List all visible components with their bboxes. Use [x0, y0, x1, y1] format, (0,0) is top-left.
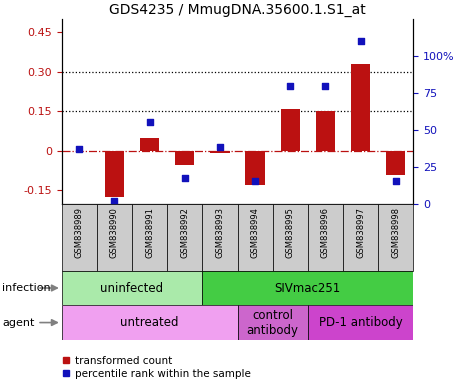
Bar: [62, 271, 202, 305]
Text: infection: infection: [2, 283, 51, 293]
Text: control
antibody: control antibody: [247, 309, 299, 336]
Text: GSM838991: GSM838991: [145, 207, 154, 258]
Bar: [351, 64, 370, 151]
Bar: [105, 151, 124, 197]
Text: PD-1 antibody: PD-1 antibody: [319, 316, 402, 329]
Bar: [210, 151, 229, 153]
Bar: [175, 151, 194, 166]
Bar: [140, 138, 159, 151]
Text: untreated: untreated: [120, 316, 179, 329]
Point: [181, 175, 189, 182]
Bar: [167, 204, 202, 271]
Point: [146, 119, 153, 126]
Bar: [378, 204, 413, 271]
Text: SIVmac251: SIVmac251: [275, 281, 341, 295]
Text: uninfected: uninfected: [101, 281, 163, 295]
Text: GSM838995: GSM838995: [286, 207, 294, 258]
Point: [216, 144, 224, 151]
Point: [392, 178, 399, 184]
Bar: [238, 204, 273, 271]
Bar: [202, 271, 413, 305]
Point: [322, 83, 329, 89]
Bar: [308, 305, 413, 340]
Bar: [62, 204, 97, 271]
Legend: transformed count, percentile rank within the sample: transformed count, percentile rank withi…: [62, 356, 251, 379]
Text: agent: agent: [2, 318, 35, 328]
Text: GSM838998: GSM838998: [391, 207, 400, 258]
Bar: [273, 204, 308, 271]
Text: GSM838993: GSM838993: [216, 207, 224, 258]
Text: GSM838992: GSM838992: [180, 207, 189, 258]
Text: GSM838994: GSM838994: [251, 207, 259, 258]
Bar: [281, 109, 300, 151]
Title: GDS4235 / MmugDNA.35600.1.S1_at: GDS4235 / MmugDNA.35600.1.S1_at: [109, 3, 366, 17]
Bar: [132, 204, 167, 271]
Text: GSM838989: GSM838989: [75, 207, 84, 258]
Point: [357, 38, 364, 45]
Text: GSM838990: GSM838990: [110, 207, 119, 258]
Text: GSM838996: GSM838996: [321, 207, 330, 258]
Bar: [386, 151, 405, 175]
Point: [251, 178, 259, 184]
Bar: [97, 204, 132, 271]
Point: [111, 197, 118, 204]
Bar: [62, 305, 238, 340]
Bar: [246, 151, 265, 185]
Text: GSM838997: GSM838997: [356, 207, 365, 258]
Bar: [308, 204, 343, 271]
Bar: [316, 111, 335, 151]
Bar: [343, 204, 378, 271]
Point: [76, 146, 83, 152]
Point: [286, 83, 294, 89]
Bar: [238, 305, 308, 340]
Bar: [202, 204, 238, 271]
